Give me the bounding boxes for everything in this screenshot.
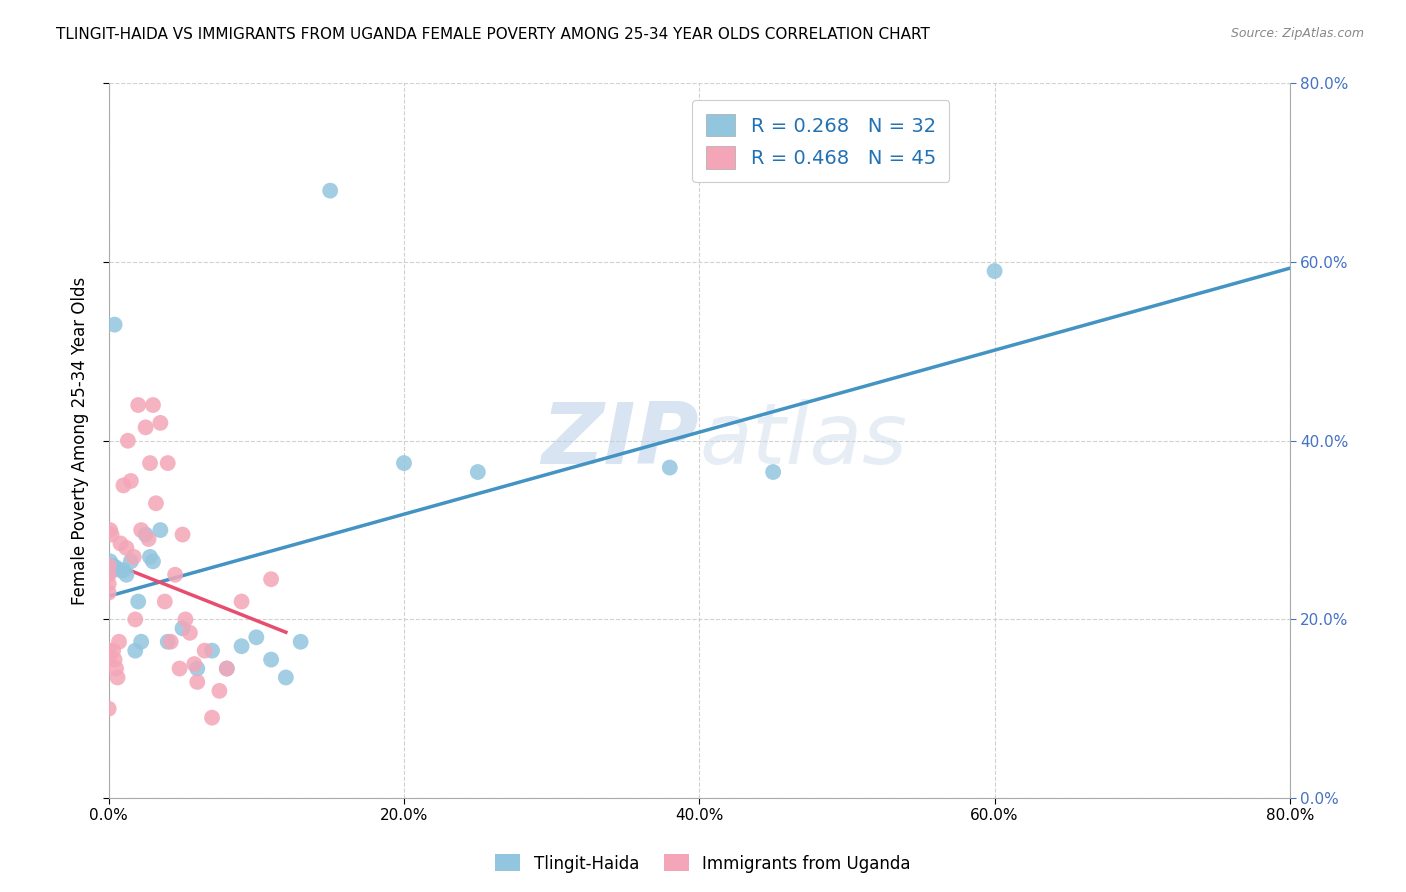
Legend: R = 0.268   N = 32, R = 0.468   N = 45: R = 0.268 N = 32, R = 0.468 N = 45	[692, 100, 949, 182]
Point	[245, 630, 267, 644]
Point	[208, 684, 231, 698]
Point	[127, 398, 149, 412]
Point	[127, 594, 149, 608]
Point	[101, 643, 124, 657]
Point	[260, 652, 283, 666]
Point	[174, 612, 197, 626]
Point	[139, 549, 162, 564]
Point	[153, 594, 176, 608]
Point	[179, 625, 201, 640]
Point	[145, 496, 167, 510]
Point	[129, 523, 152, 537]
Point	[159, 634, 181, 648]
Point	[983, 264, 1005, 278]
Text: Source: ZipAtlas.com: Source: ZipAtlas.com	[1230, 27, 1364, 40]
Point	[201, 711, 224, 725]
Point	[97, 702, 120, 716]
Point	[97, 643, 120, 657]
Point	[392, 456, 415, 470]
Point	[124, 612, 146, 626]
Point	[762, 465, 785, 479]
Point	[658, 460, 681, 475]
Point	[274, 670, 297, 684]
Point	[149, 416, 172, 430]
Point	[142, 398, 165, 412]
Point	[98, 523, 121, 537]
Point	[97, 558, 120, 573]
Text: TLINGIT-HAIDA VS IMMIGRANTS FROM UGANDA FEMALE POVERTY AMONG 25-34 YEAR OLDS COR: TLINGIT-HAIDA VS IMMIGRANTS FROM UGANDA …	[56, 27, 931, 42]
Point	[135, 420, 157, 434]
Point	[97, 585, 120, 599]
Point	[138, 532, 160, 546]
Point	[97, 576, 120, 591]
Point	[231, 594, 253, 608]
Point	[172, 621, 194, 635]
Point	[100, 527, 122, 541]
Point	[215, 661, 238, 675]
Point	[165, 567, 187, 582]
Point	[110, 536, 132, 550]
Point	[110, 563, 132, 577]
Point	[142, 554, 165, 568]
Point	[105, 661, 128, 675]
Point	[231, 639, 253, 653]
Point	[129, 634, 152, 648]
Point	[120, 554, 142, 568]
Point	[107, 670, 129, 684]
Point	[122, 549, 145, 564]
Point	[156, 634, 179, 648]
Point	[319, 184, 342, 198]
Point	[215, 661, 238, 675]
Point	[135, 527, 157, 541]
Point	[201, 643, 224, 657]
Point	[98, 554, 121, 568]
Text: ZIP: ZIP	[541, 400, 699, 483]
Text: atlas: atlas	[699, 400, 907, 483]
Point	[97, 567, 120, 582]
Point	[112, 478, 135, 492]
Point	[139, 456, 162, 470]
Point	[186, 661, 208, 675]
Point	[115, 541, 138, 555]
Point	[169, 661, 191, 675]
Point	[101, 558, 124, 573]
Point	[172, 527, 194, 541]
Point	[260, 572, 283, 586]
Point	[112, 563, 135, 577]
Point	[183, 657, 205, 671]
Point	[104, 652, 127, 666]
Point	[115, 567, 138, 582]
Point	[97, 652, 120, 666]
Point	[186, 675, 208, 690]
Point	[124, 643, 146, 657]
Point	[120, 474, 142, 488]
Point	[100, 563, 122, 577]
Point	[108, 634, 131, 648]
Legend: Tlingit-Haida, Immigrants from Uganda: Tlingit-Haida, Immigrants from Uganda	[488, 847, 918, 880]
Point	[290, 634, 312, 648]
Point	[149, 523, 172, 537]
Point	[104, 318, 127, 332]
Point	[194, 643, 217, 657]
Point	[117, 434, 139, 448]
Y-axis label: Female Poverty Among 25-34 Year Olds: Female Poverty Among 25-34 Year Olds	[72, 277, 89, 605]
Point	[467, 465, 489, 479]
Point	[156, 456, 179, 470]
Point	[105, 560, 128, 574]
